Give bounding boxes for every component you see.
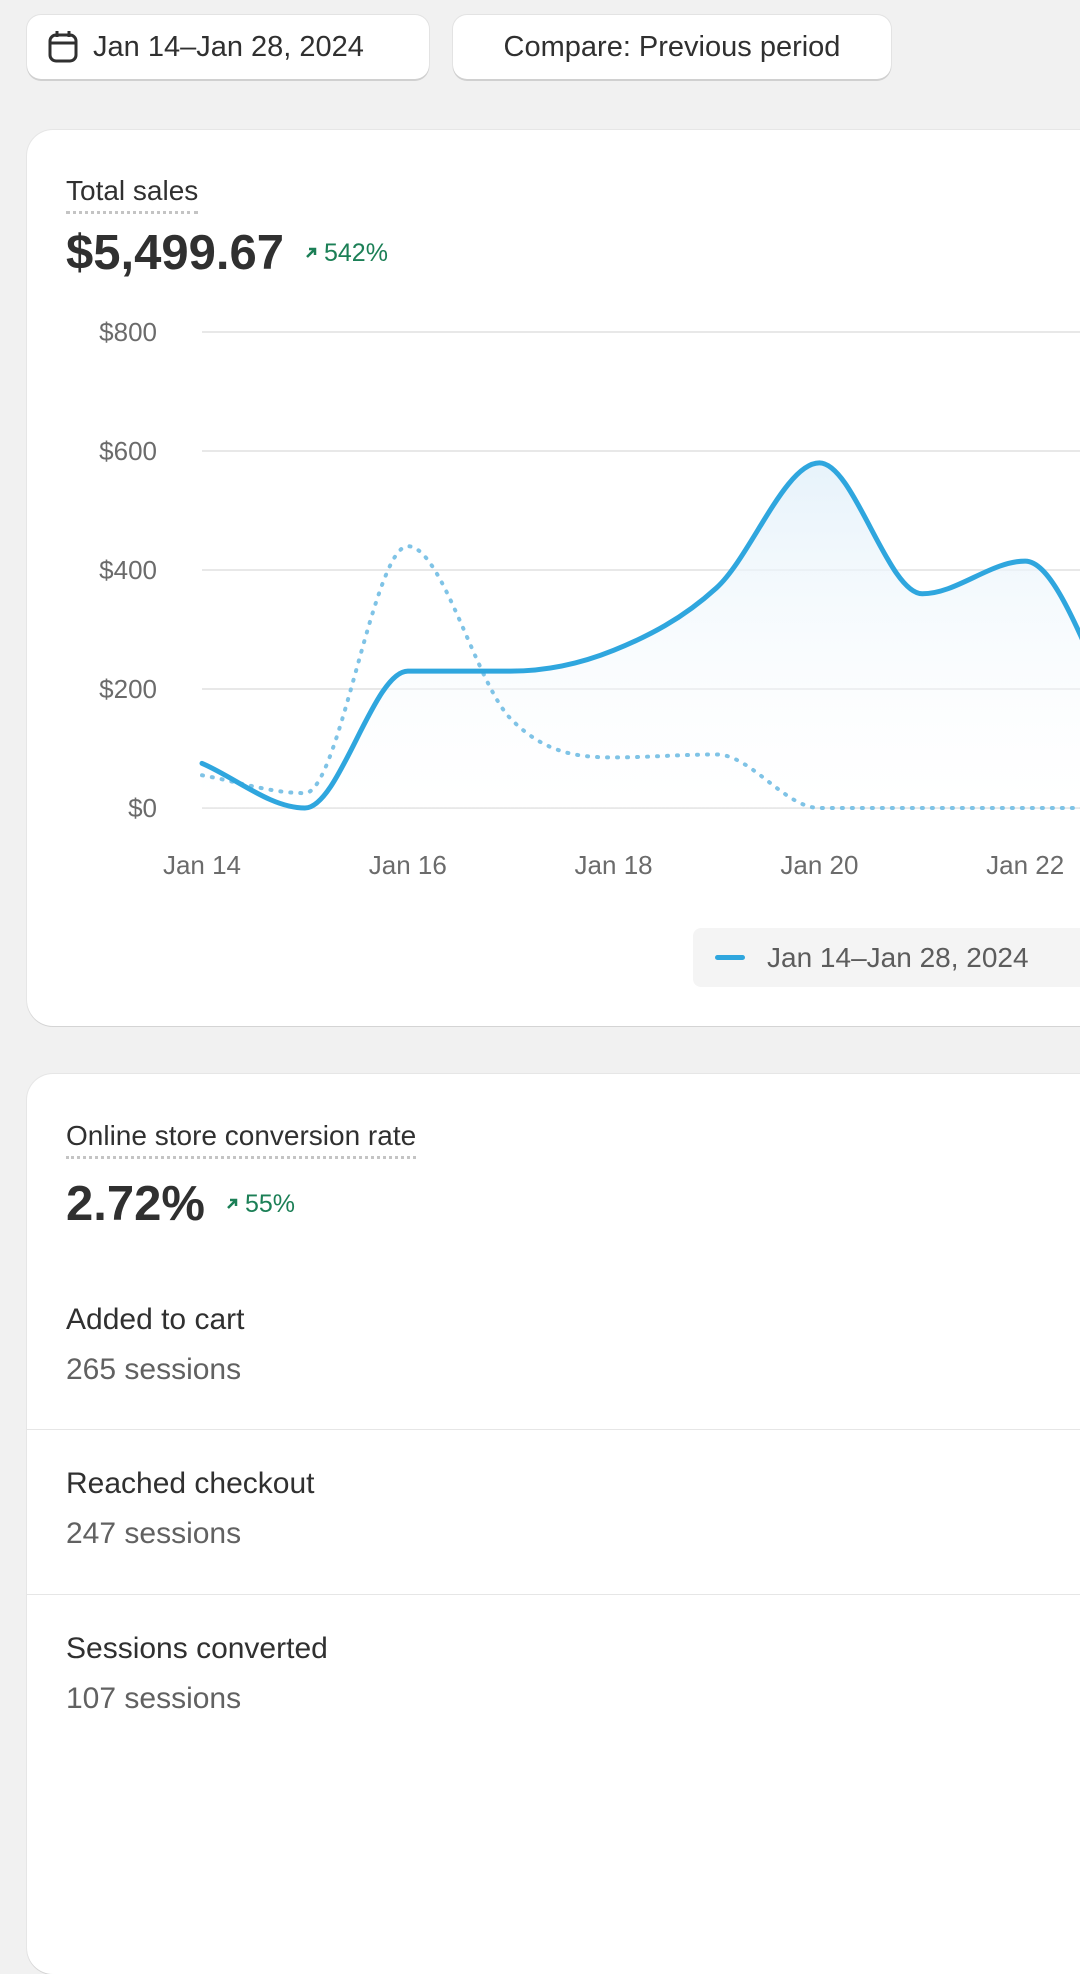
total-sales-delta: 542% [304, 239, 388, 268]
calendar-icon [48, 31, 78, 63]
step-label: Sessions converted [66, 1632, 328, 1665]
conversion-rate-amount: 2.72% [66, 1177, 205, 1231]
x-tick-label: Jan 18 [575, 850, 653, 880]
total-sales-delta-value: 542% [324, 238, 388, 267]
divider [27, 1429, 1080, 1430]
date-range-button[interactable]: Jan 14–Jan 28, 2024 [27, 15, 429, 79]
arrow-up-right-icon [306, 247, 317, 258]
current-period-line [199, 460, 1080, 811]
chart-legend[interactable]: Jan 14–Jan 28, 2024 [693, 928, 1080, 987]
divider [27, 1594, 1080, 1595]
step-sessions: 265 sessions [66, 1353, 242, 1386]
y-tick-label: $800 [99, 317, 157, 347]
x-tick-label: Jan 22 [986, 850, 1064, 880]
y-tick-label: $600 [99, 436, 157, 466]
step-sessions: 247 sessions [66, 1517, 242, 1550]
arrow-up-right-icon [227, 1198, 238, 1209]
step-sessions: 107 sessions [66, 1682, 242, 1715]
total-sales-amount: $5,499.67 [66, 226, 284, 280]
step-label: Added to cart [66, 1303, 245, 1336]
compare-period-button[interactable]: Compare: Previous period [453, 15, 891, 79]
y-tick-label: $400 [99, 555, 157, 585]
conversion-rate-delta: 55% [225, 1190, 295, 1219]
x-tick-label: Jan 16 [369, 850, 447, 880]
legend-label: Jan 14–Jan 28, 2024 [767, 941, 1029, 973]
conversion-rate-delta-value: 55% [244, 1189, 295, 1218]
total-sales-value: $5,499.67 542% [66, 225, 388, 281]
y-tick-label: $0 [128, 793, 157, 823]
total-sales-label[interactable]: Total sales [66, 175, 199, 214]
conversion-rate-label[interactable]: Online store conversion rate [66, 1120, 417, 1159]
step-label: Reached checkout [66, 1467, 315, 1500]
sales-chart: $800 $600 $400 $200 $0 Jan 14 Jan 16 Jan 18 Jan… [99, 317, 1080, 880]
total-sales-card: Total sales $5,499.67 542% Jan 14–Jan 28… [27, 130, 1080, 1026]
y-tick-label: $200 [99, 674, 157, 704]
legend-swatch [715, 955, 745, 960]
conversion-rate-card: Online store conversion rate 2.72% 55% A… [27, 1074, 1080, 1974]
previous-period-line [200, 544, 1080, 810]
x-tick-label: Jan 14 [163, 850, 241, 880]
x-tick-label: Jan 20 [780, 850, 858, 880]
compare-label: Compare: Previous period [503, 30, 841, 63]
conversion-rate-value: 2.72% 55% [66, 1176, 295, 1232]
date-range-label: Jan 14–Jan 28, 2024 [93, 30, 364, 63]
current-series-area [202, 462, 1080, 808]
